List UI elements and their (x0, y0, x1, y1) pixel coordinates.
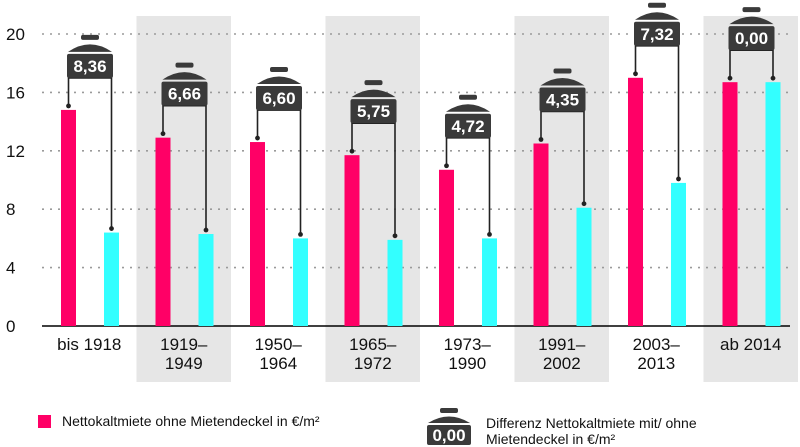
category-label-2-0: 1950– (255, 335, 303, 354)
pot-body-3 (350, 99, 397, 124)
bar-ohne-6 (628, 77, 643, 326)
bar-ohne-2 (250, 142, 265, 326)
bracket-dot-ohne-3 (349, 148, 355, 154)
category-label-4-0: 1973– (444, 335, 492, 354)
bracket-dot-mit-3 (392, 233, 398, 239)
bar-ohne-5 (533, 143, 549, 326)
pot-body-4 (445, 113, 491, 138)
bar-mit-4 (482, 238, 497, 326)
pot-handle-3 (364, 80, 383, 86)
pot-body-1 (161, 81, 208, 106)
category-label-6-1: 2013 (637, 354, 675, 373)
pot-lid-6 (635, 12, 679, 20)
category-label-5-1: 2002 (543, 354, 581, 373)
pot-body-0 (67, 53, 113, 78)
bar-mit-3 (387, 239, 403, 326)
pot-handle-5 (553, 68, 572, 74)
pot-handle-7 (742, 7, 761, 13)
difference-label-7: 0,00 (735, 29, 768, 48)
difference-label-2: 6,60 (262, 89, 295, 108)
difference-label-6: 7,32 (640, 25, 673, 44)
pot-lid-0 (68, 44, 112, 52)
bracket-dot-ohne-6 (633, 71, 638, 77)
category-label-6-0: 2003– (633, 335, 681, 354)
bracket-dot-mit-5 (581, 201, 587, 207)
y-tick-label-4: 16 (6, 83, 25, 102)
bracket-dot-mit-4 (487, 232, 492, 237)
bar-mit-0 (104, 232, 119, 326)
pot-body-2 (256, 86, 302, 111)
pot-handle-0 (81, 34, 99, 40)
category-label-7-0: ab 2014 (720, 335, 781, 354)
pot-lid-2 (257, 76, 301, 85)
legend-swatch-ohne (38, 415, 51, 428)
difference-label-3: 5,75 (357, 102, 390, 121)
category-label-3-0: 1965– (349, 335, 397, 354)
difference-label-0: 8,36 (73, 57, 106, 76)
pot-body-7 (728, 26, 775, 51)
category-label-4-1: 1990 (448, 354, 486, 373)
bar-ohne-0 (61, 109, 76, 326)
y-tick-label-2: 8 (6, 200, 15, 219)
bracket-dot-mit-2 (298, 232, 303, 237)
y-tick-label-5: 20 (6, 25, 25, 44)
bar-mit-1 (198, 234, 214, 326)
pot-lid-5 (540, 78, 585, 86)
pot-handle-1 (175, 62, 194, 68)
group-shade-1 (136, 16, 231, 382)
bracket-dot-ohne-2 (255, 135, 260, 141)
pot-lid-3 (351, 89, 396, 98)
pot-handle-6 (648, 2, 666, 8)
category-label-0-0: bis 1918 (57, 335, 121, 354)
difference-label-5: 4,35 (546, 91, 579, 110)
bracket-dot-ohne-1 (160, 131, 166, 137)
pot-handle-2 (270, 67, 288, 73)
y-tick-label-1: 4 (6, 259, 15, 278)
group-shade-5 (514, 16, 609, 382)
group-shade-7 (703, 16, 798, 382)
pot-lid-1 (162, 72, 207, 80)
bar-ohne-1 (155, 137, 171, 326)
legend-label-ohne: Nettokaltmiete ohne Mietendeckel in €/m² (62, 413, 320, 429)
pot-lid-4 (446, 104, 490, 112)
difference-label-1: 6,66 (168, 85, 201, 104)
legend-pot-icon: 0,00 (427, 408, 471, 445)
bracket-dot-ohne-4 (444, 163, 449, 169)
pot-body-5 (539, 87, 586, 112)
category-label-3-1: 1972 (354, 354, 392, 373)
bar-ohne-3 (344, 155, 360, 326)
category-label-5-0: 1991– (538, 335, 586, 354)
difference-label-4: 4,72 (451, 117, 484, 136)
bracket-dot-mit-0 (109, 226, 114, 231)
y-tick-label-3: 12 (6, 142, 25, 161)
bracket-dot-mit-7 (770, 75, 776, 81)
category-label-1-0: 1919– (160, 335, 208, 354)
bar-ohne-7 (722, 82, 738, 327)
category-label-1-1: 1949 (165, 354, 203, 373)
category-label-2-1: 1964 (259, 354, 297, 373)
y-tick-label-0: 0 (6, 317, 15, 336)
bar-mit-7 (765, 82, 781, 327)
bar-ohne-4 (439, 169, 454, 326)
bracket-dot-ohne-0 (66, 103, 71, 109)
bar-mit-2 (293, 238, 308, 326)
bracket-dot-ohne-7 (727, 75, 733, 81)
group-shade-3 (325, 16, 420, 382)
pot-handle-4 (459, 94, 477, 100)
bracket-dot-mit-1 (203, 227, 209, 233)
bracket-dot-ohne-5 (538, 137, 544, 142)
bracket-dot-mit-6 (676, 176, 681, 182)
legend-pot-value: 0,00 (432, 426, 465, 445)
bar-mit-5 (576, 207, 592, 326)
pot-lid-7 (729, 16, 774, 25)
legend-label-differenz: Differenz Nettokaltmiete mit/ ohne Miete… (486, 415, 697, 447)
bar-mit-6 (671, 182, 686, 326)
pot-body-6 (634, 21, 680, 46)
